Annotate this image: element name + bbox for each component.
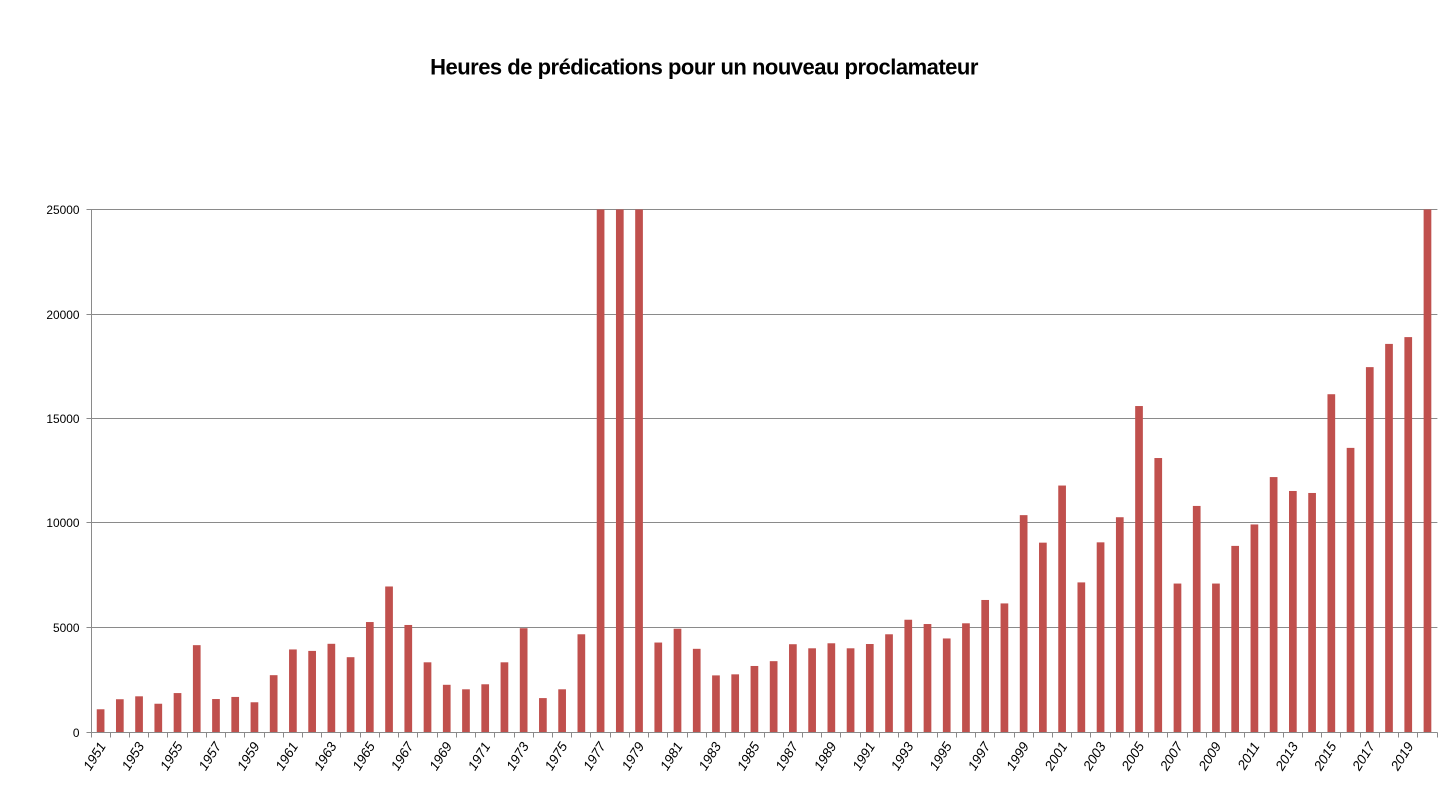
svg-text:25000: 25000 [46,203,79,217]
svg-text:10000: 10000 [46,516,79,530]
svg-text:5000: 5000 [53,621,80,635]
svg-text:0: 0 [73,726,80,740]
svg-text:15000: 15000 [46,412,79,426]
svg-text:20000: 20000 [46,308,79,322]
svg-text:Heures de prédications pour un: Heures de prédications pour un nouveau p… [430,55,979,80]
